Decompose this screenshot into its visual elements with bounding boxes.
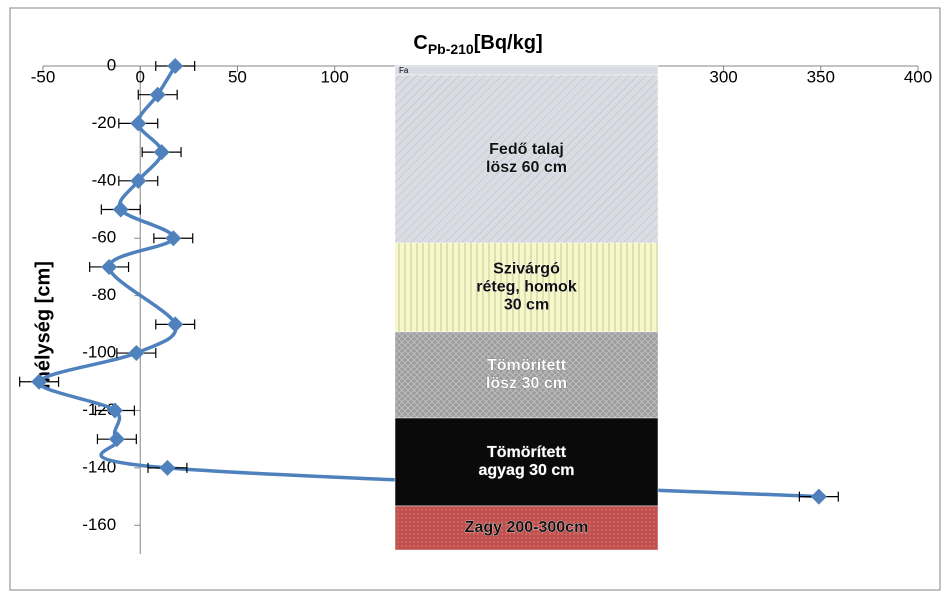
marker (810, 488, 827, 505)
soil-layer-label-line: lösz 30 cm (486, 375, 567, 392)
x-tick-label: 50 (228, 67, 247, 86)
y-tick-label: -60 (92, 228, 117, 247)
y-tick-label: 0 (107, 55, 116, 74)
x-tick-label: 400 (904, 67, 932, 86)
soil-layer-label: Fa (399, 66, 409, 75)
y-tick-label: -140 (82, 457, 116, 476)
soil-layer-hatch (395, 75, 658, 243)
soil-layer-label: Szivárgó réteg, homok 30 cm (476, 261, 577, 314)
marker (106, 402, 123, 419)
x-tick-label: 0 (135, 67, 144, 86)
soil-layer-label-line: Tömörített (487, 444, 567, 461)
y-tick-label: -40 (92, 170, 117, 189)
y-tick-label: -160 (82, 515, 116, 534)
y-tick-label: -100 (82, 343, 116, 362)
soil-layer-label-line: Szivárgó (493, 261, 560, 278)
soil-layer-label-line: lösz 60 cm (486, 159, 567, 176)
soil-layer-hatch (395, 332, 658, 418)
soil-layer-label-line: Fedő talaj (489, 141, 564, 158)
marker (130, 172, 147, 189)
marker (167, 316, 184, 333)
marker (128, 345, 145, 362)
soil-layer-label: Zagy 200-300cm (465, 519, 589, 536)
marker (153, 144, 170, 161)
y-tick-label: -80 (92, 285, 117, 304)
marker (130, 115, 147, 132)
marker (112, 201, 129, 218)
marker (108, 431, 125, 448)
soil-layer (394, 417, 659, 507)
x-tick-label: -50 (31, 67, 56, 86)
title-sub: Pb-210 (428, 41, 474, 57)
soil-layer-label-line: 30 cm (504, 297, 549, 314)
soil-layer-label-line: Tömörített (487, 357, 567, 374)
x-tick-label: 300 (709, 67, 737, 86)
x-tick-label: 100 (320, 67, 348, 86)
soil-layer-hatch (395, 506, 658, 550)
soil-layer-label: Tömörített agyag 30 cm (478, 444, 574, 479)
x-tick-label: 350 (807, 67, 835, 86)
marker (167, 58, 184, 74)
y-tick-label: -120 (82, 400, 116, 419)
soil-layer-label: Tömörített lösz 30 cm (486, 357, 567, 392)
marker (165, 230, 182, 247)
title-unit: [Bq/kg] (474, 32, 543, 54)
chart-title: CPb-210[Bq/kg] (413, 32, 542, 56)
soil-layer-hatch (395, 243, 658, 332)
soil-layer (394, 65, 659, 76)
y-axis-title: mélység [cm] (32, 261, 54, 389)
marker (101, 258, 118, 275)
soil-layer-label-line: Zagy 200-300cm (465, 519, 589, 536)
title-main: C (413, 32, 427, 54)
soil-layer-label: Fedő talaj lösz 60 cm (486, 141, 567, 176)
soil-layer-label-line: agyag 30 cm (478, 462, 574, 479)
soil-layer-label-line: réteg, homok (476, 279, 577, 296)
marker (159, 459, 176, 476)
marker (149, 86, 166, 103)
y-tick-label: -20 (92, 113, 117, 132)
marker (31, 373, 48, 390)
